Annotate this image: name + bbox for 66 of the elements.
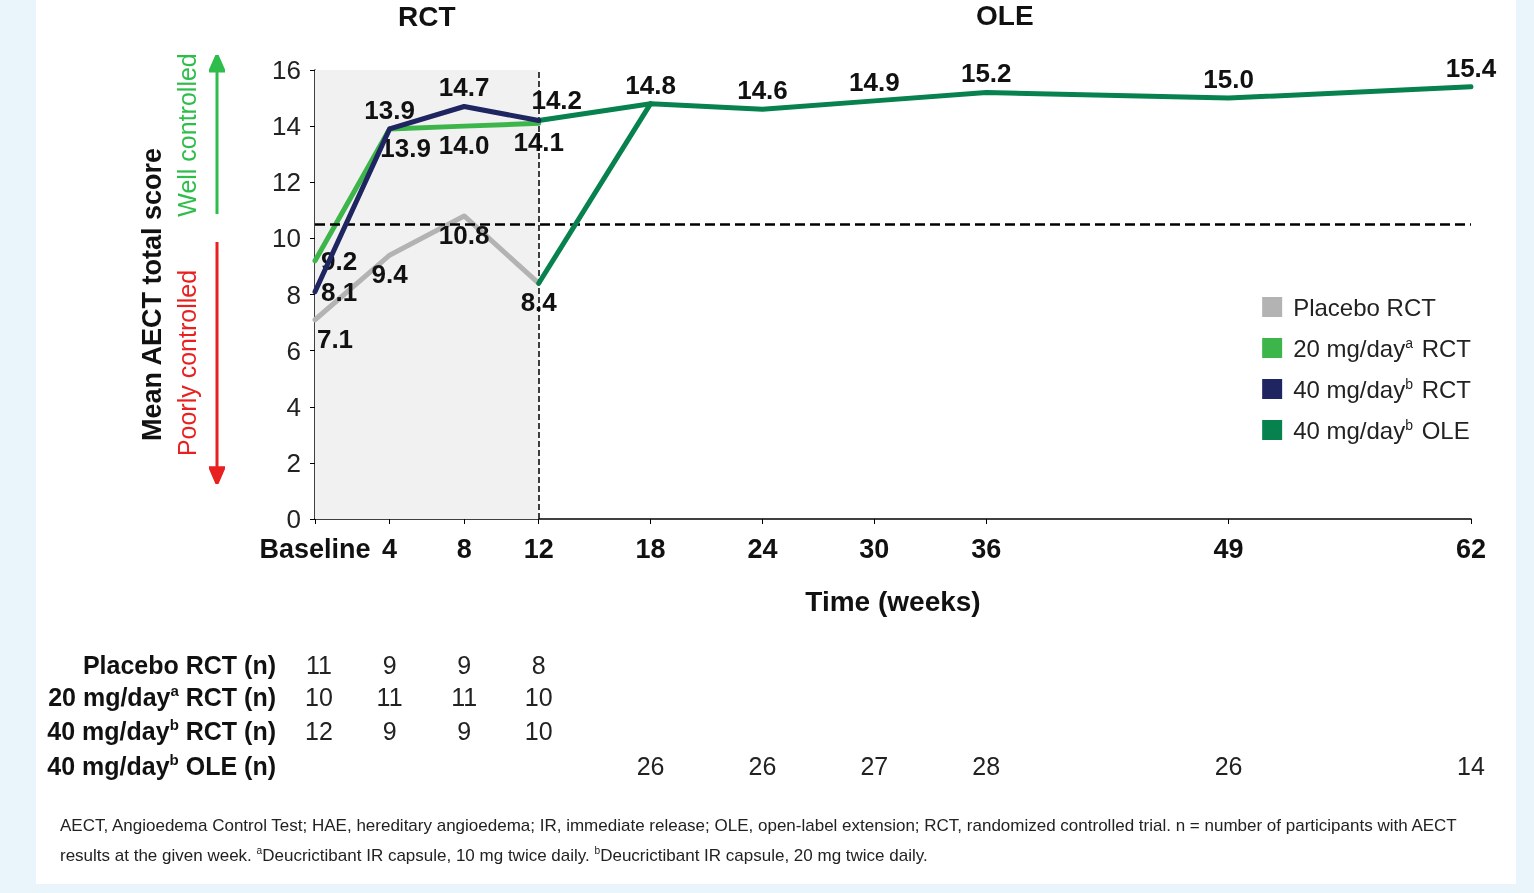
data-label: 13.9 [364,94,415,125]
text: 11 [306,650,332,680]
y-tick-label: 4 [286,391,301,422]
text: Poorly controlled [172,270,202,457]
y-tick-label: 16 [272,55,301,85]
x-tick-label: 62 [1455,533,1487,564]
text: 20 mg/day$^{a}$ RCT (n) [48,682,276,712]
x-tick-label: 18 [635,533,666,564]
text: Placebo RCT (n) [82,650,276,680]
text: 26 [1214,751,1243,781]
y-tick-label: 12 [272,167,301,198]
text: AECT, Angioedema Control Test; HAE, hereditary angioedema; IR, immediate release; OLE, open-label extension; RCT, randomized controlled trial. n = number of participants with AECT results at the given week. $^{a}$Deucrictibant IR capsule, 10 mg twice daily. $^{b}$Deucrictibant IR capsule, 20 mg twice daily. [60,815,1458,867]
data-label: 7.1 [316,323,354,354]
x-tick-label: 4 [382,533,398,564]
text: 40 mg/day$^{b}$ OLE (n) [47,751,276,781]
text: 27 [860,751,889,781]
data-label: 13.9 [380,132,431,163]
y-tick-label: 0 [286,504,301,534]
text: 10 [524,716,553,746]
x-tick-label: 36 [971,533,1002,564]
x-axis-title: Time (weeks) [805,585,981,617]
text: 9 [382,650,397,680]
text: 26 [748,751,777,781]
text: 9 [382,716,397,746]
x-tick-label: 30 [859,533,890,564]
text: 11 [376,682,403,712]
data-label: 14.1 [513,127,565,158]
text: 14 [1457,751,1485,781]
data-label: 9.4 [371,259,409,290]
text: 12 [305,716,333,746]
data-label: 15.2 [960,58,1012,89]
data-label: 14.2 [531,84,583,115]
x-tick-label: 49 [1213,533,1244,564]
text: 9 [457,650,472,680]
y-tick-label: 14 [272,111,301,142]
band-label: RCT [398,0,456,32]
text: 10 [524,682,553,712]
data-label: 14.8 [625,69,676,100]
data-label: 14.0 [438,130,490,161]
data-label: 14.9 [849,66,900,97]
y-tick-label: 6 [286,335,301,366]
x-tick-label: Baseline [259,533,371,564]
data-label: 10.8 [438,219,490,250]
text: 11 [451,682,478,712]
data-label: 8.4 [520,287,558,318]
data-label: 15.4 [1445,52,1497,83]
legend-label: Placebo RCT [1293,293,1437,321]
x-tick-label: 12 [523,533,554,564]
y-axis-title: Mean AECT total score [136,147,167,442]
text: 26 [636,751,665,781]
text: Well controlled [172,52,202,217]
text: 28 [972,751,1001,781]
x-tick-label: 24 [747,533,778,564]
data-label: 14.7 [438,72,490,103]
text: 10 [305,682,333,712]
text: 40 mg/day$^{b}$ RCT (n) [47,716,276,746]
data-label: 15.0 [1203,64,1254,95]
x-tick-label: 8 [456,533,472,564]
text: 8 [531,650,546,680]
text: 9 [457,716,472,746]
y-tick-label: 10 [272,223,301,254]
y-tick-label: 2 [286,447,301,478]
y-tick-label: 8 [286,279,301,310]
text: OLE [976,0,1034,32]
data-label: 8.1 [321,276,358,307]
data-label: 14.6 [737,75,788,106]
